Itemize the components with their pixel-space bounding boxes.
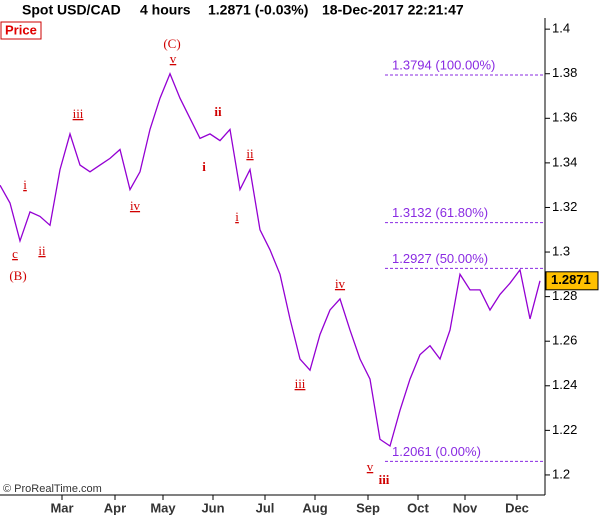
timestamp: 18-Dec-2017 22:21:47 xyxy=(322,2,464,18)
fib-label: 1.3132 (61.80%) xyxy=(392,205,488,220)
y-tick-label: 1.34 xyxy=(552,154,577,169)
quote: 1.2871 (-0.03%) xyxy=(208,2,308,18)
wave-label: iii xyxy=(379,472,390,487)
y-tick-label: 1.4 xyxy=(552,21,570,36)
x-tick-label: Sep xyxy=(356,500,380,515)
y-tick-label: 1.3 xyxy=(552,243,570,258)
wave-label: iv xyxy=(130,198,141,213)
fib-label: 1.3794 (100.00%) xyxy=(392,57,495,72)
fib-label: 1.2927 (50.00%) xyxy=(392,251,488,266)
x-tick-label: Apr xyxy=(104,500,126,515)
x-tick-label: Nov xyxy=(453,500,478,515)
wave-label: c xyxy=(12,246,18,261)
wave-label: iii xyxy=(73,106,84,121)
wave-label: iii xyxy=(295,376,306,391)
x-tick-label: Aug xyxy=(302,500,327,515)
fib-label: 1.2061 (0.00%) xyxy=(392,444,481,459)
y-tick-label: 1.32 xyxy=(552,199,577,214)
panel-label: Price xyxy=(5,22,37,37)
x-tick-label: Dec xyxy=(505,500,529,515)
y-tick-label: 1.38 xyxy=(552,65,577,80)
y-tick-label: 1.22 xyxy=(552,422,577,437)
y-tick-label: 1.2 xyxy=(552,466,570,481)
wave-label: (C) xyxy=(163,36,180,51)
y-tick-label: 1.36 xyxy=(552,110,577,125)
y-tick-label: 1.26 xyxy=(552,333,577,348)
footer: © ProRealTime.com xyxy=(3,483,102,495)
y-tick-label: 1.28 xyxy=(552,288,577,303)
price-line xyxy=(0,71,541,448)
wave-label: i xyxy=(235,209,239,224)
x-tick-label: May xyxy=(150,500,176,515)
y-tick-label: 1.24 xyxy=(552,377,577,392)
wave-label: v xyxy=(367,459,374,474)
period: 4 hours xyxy=(140,2,191,18)
wave-label: ii xyxy=(214,104,222,119)
x-tick-label: Jul xyxy=(256,500,275,515)
last-price-label: 1.2871 xyxy=(551,272,591,287)
wave-label: iv xyxy=(335,276,346,291)
last-price-box xyxy=(545,271,599,291)
x-tick-label: Mar xyxy=(50,500,73,515)
wave-label: (B) xyxy=(9,268,26,283)
wave-label: i xyxy=(202,159,206,174)
wave-label: ii xyxy=(246,146,254,161)
wave-label: ii xyxy=(38,243,46,258)
x-tick-label: Jun xyxy=(201,500,224,515)
panel-label-box xyxy=(0,21,42,40)
wave-label: v xyxy=(170,51,177,66)
instrument: Spot USD/CAD xyxy=(22,2,121,18)
x-tick-label: Oct xyxy=(407,500,429,515)
wave-label: i xyxy=(23,177,27,192)
